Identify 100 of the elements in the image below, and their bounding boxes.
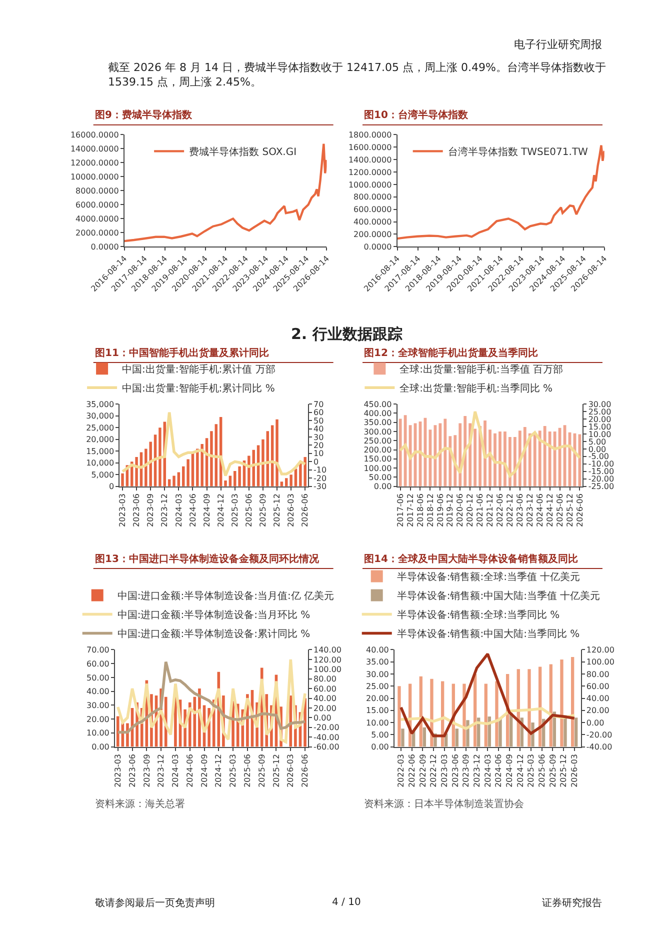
y-tick-label: 8000.0000 [76,186,119,196]
y-tick-label: 6000.0000 [76,200,119,210]
x-tick-label: 2025-12 [565,494,574,527]
x-tick-label: 2025-12 [559,754,568,788]
y2-tick-label: 20.00 [314,704,336,713]
x-tick-label: 2026-06 [300,754,310,788]
y-tick-label: 60.00 [86,659,110,668]
y2-tick-label: 0.00 [314,713,332,722]
x-tick-label: 2026-06 [575,494,584,527]
y-tick-label: 1400.0000 [348,155,392,164]
bar [560,659,564,747]
x-tick-label: 2023-06 [132,494,142,527]
x-tick-label: 2024-12 [214,754,224,788]
bar [121,473,124,486]
bar [494,433,496,486]
y-tick-label: 1000.0000 [348,180,392,190]
y2-tick-label: 100.00 [314,664,342,674]
y2-tick-label: 120.00 [314,655,342,664]
y2-tick-label: 30 [314,432,324,442]
y-tick-label: 40.00 [86,687,110,696]
x-tick-label: 2023-06 [450,754,460,788]
y-tick-label: 0.00 [92,742,110,752]
y-tick-label: 30,000 [86,412,114,421]
y2-tick-label: -20 [314,474,327,483]
x-tick-label: 2022-03 [396,754,406,788]
y2-tick-label: 40.00 [586,694,610,704]
x-tick-label: 2024-09 [504,754,514,788]
y-tick-label: 30.00 [366,670,389,679]
y2-tick-label: 10.00 [588,430,612,439]
bar [498,718,502,747]
x-tick-label: 2026-03 [286,754,296,788]
x-tick-label: 2025-09 [258,494,268,527]
x-tick-label: 2023-03 [118,494,128,527]
x-tick-label: 2023-12 [472,754,482,788]
y2-tick-label: 0.00 [586,718,604,728]
legend-label: 费城半导体指数 SOX.GI [189,146,297,158]
y-tick-label: 50.00 [368,472,392,482]
y-tick-label: 350.00 [364,418,392,428]
y-tick-label: 250.00 [364,436,392,446]
y-tick-label: 10.00 [366,718,389,728]
y2-tick-label: 20 [314,441,324,450]
x-tick-label: 2025-06 [244,494,254,527]
y2-tick-label: 140.00 [314,646,342,655]
y2-tick-label: -10.00 [588,460,614,469]
x-tick-label: 2019-06 [436,494,445,527]
y2-tick-label: -40.00 [314,732,340,742]
y-tick-label: 10000.0000 [70,172,119,182]
x-tick-label: 2025-09 [548,754,558,788]
y-tick-label: 0.0000 [90,242,119,252]
y-tick-label: 16000.0000 [70,130,119,140]
x-tick-label: 2023-12 [156,754,166,788]
y-tick-label: 5,000 [91,470,114,480]
bar [428,430,432,486]
y-tick-label: 40.00 [366,646,389,655]
y2-tick-label: -60.00 [314,742,340,752]
x-tick-label: 2025-09 [257,754,266,788]
text: 敬请参阅最后一页免责声明 [95,897,215,909]
text: 资料来源：日本半导体制造装置协会 [364,798,524,810]
x-tick-label: 2024-09 [200,754,209,788]
line-series [398,410,582,478]
x-tick-label: 2022-09 [418,754,428,788]
text: 证券研究报告 [542,897,602,909]
legend-label: 全球:出货量:智能手机:当季值 百万部 [400,364,563,376]
legend-label: 半导体设备:销售额:全球:当季同比 % [396,609,560,622]
bar [455,728,459,747]
bar [401,728,404,747]
y-tick-label: 0.00 [371,742,389,752]
y-tick-label: 15,000 [86,446,114,456]
legend-label: 中国:出货量:智能手机:累计同比 % [122,382,275,395]
x-tick-label: 2023-03 [440,754,449,788]
y-tick-label: 2000.0000 [76,228,119,238]
bar [488,430,492,486]
bar [422,727,426,747]
x-tick-label: 2024-12 [516,754,525,788]
y2-tick-label: -20.00 [314,723,340,732]
y-tick-label: 5.00 [371,730,389,740]
y2-tick-label: 80.00 [314,674,336,684]
x-tick-label: 2019-12 [446,494,455,527]
bar [238,466,241,486]
y2-tick-label: -15.00 [588,467,614,476]
bar [474,428,477,486]
x-tick-label: 2018-12 [426,494,435,527]
legend-label: 中国:进口金额:半导体制造设备:当月环比 % [117,609,310,622]
y2-tick-label: 30.00 [588,400,612,409]
chart-title: 图11：中国智能手机出货量及累计同比 [95,347,269,359]
y2-tick-label: 20.00 [588,414,612,424]
bar [495,681,498,747]
y-tick-label: 4000.0000 [76,214,119,224]
bar [228,476,232,486]
x-tick-label: 2025-12 [272,754,281,788]
x-tick-label: 2020-12 [466,494,475,527]
text: 资料来源：海关总署 [95,798,185,810]
x-tick-label: 2025-06 [537,754,546,788]
bar [234,471,236,486]
chart-title: 图12：全球智能手机出货量及当季同比 [364,347,538,359]
x-tick-label: 2023-06 [128,754,137,788]
chart-title: 图10：台湾半导体指数 [364,109,469,121]
x-tick-label: 2024-12 [545,494,554,527]
y-tick-label: 20.00 [86,714,110,724]
y2-tick-label: 60.00 [586,682,610,691]
